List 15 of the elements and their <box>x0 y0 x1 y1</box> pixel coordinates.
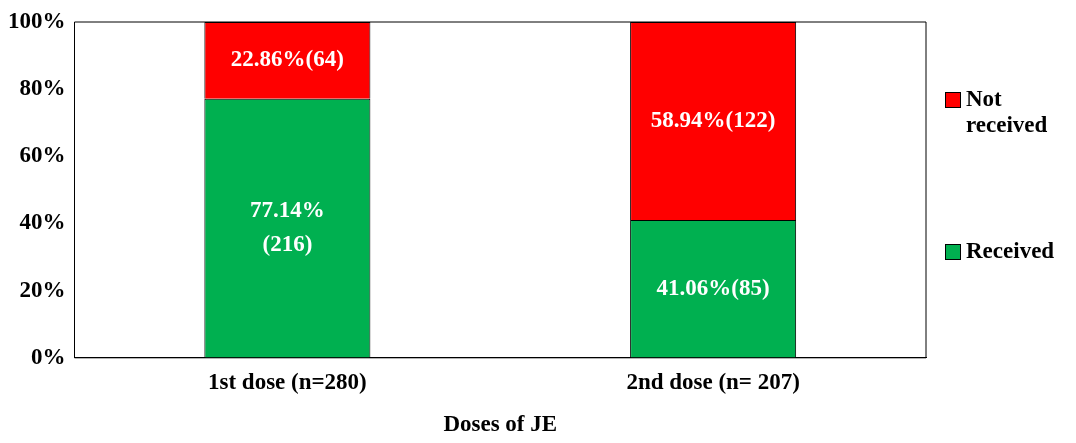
legend-label: Received <box>966 238 1056 264</box>
y-tick-label: 40% <box>19 209 66 235</box>
data-label: 22.86%(64) <box>230 46 344 72</box>
data-label: 41.06%(85) <box>656 274 770 300</box>
y-tick-label: 100% <box>8 7 66 33</box>
y-tick-label: 60% <box>19 142 66 168</box>
x-tick-label: 1st dose (n=280) <box>207 368 367 394</box>
data-label: 77.14% (216) <box>250 197 325 257</box>
y-tick-label: 80% <box>19 75 66 101</box>
x-tick-label: 2nd dose (n= 207) <box>626 368 800 394</box>
y-tick-label: 20% <box>19 276 66 302</box>
data-label: 58.94%(122) <box>650 106 776 132</box>
y-tick-label: 0% <box>31 343 66 369</box>
x-axis-title: Doses of JE <box>443 411 558 437</box>
legend-label: Not received <box>966 86 1049 138</box>
